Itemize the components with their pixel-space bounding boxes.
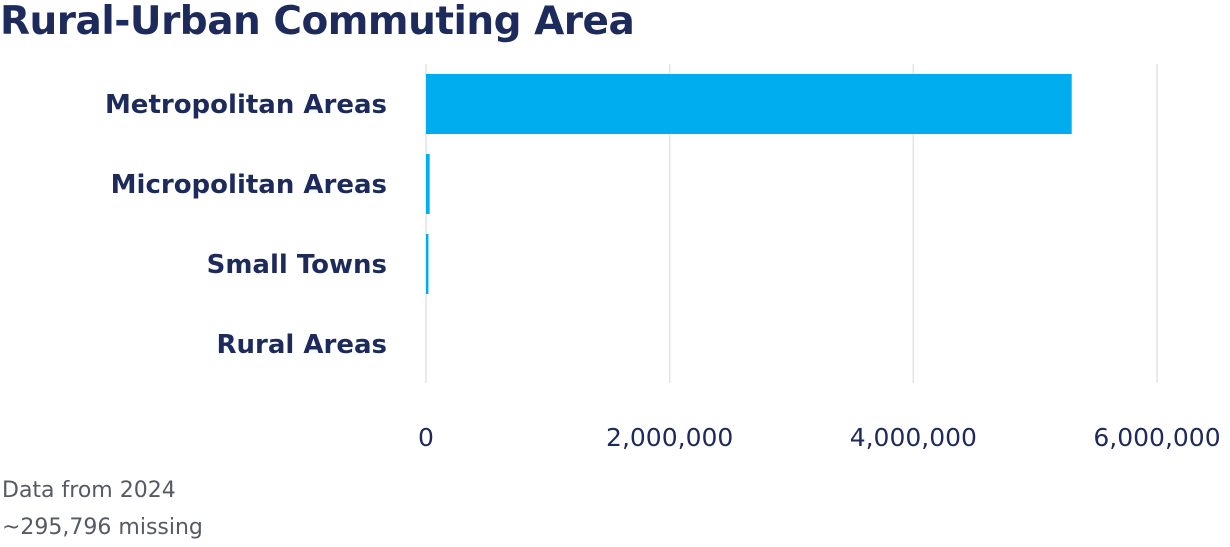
chart-title: Rural-Urban Commuting Area: [0, 0, 635, 44]
x-tick-label: 2,000,000: [606, 423, 733, 452]
x-tick-label: 4,000,000: [850, 423, 977, 452]
category-label: Metropolitan Areas: [105, 90, 387, 120]
data-year-note: Data from 2024: [2, 478, 176, 503]
bar: [426, 154, 430, 214]
missing-count-note: ~295,796 missing: [2, 515, 203, 540]
category-label: Rural Areas: [217, 330, 387, 360]
category-labels: Metropolitan Areas Micropolitan Areas Smal…: [105, 90, 387, 360]
category-label: Micropolitan Areas: [111, 170, 387, 200]
x-tick-label: 6,000,000: [1093, 423, 1220, 452]
x-tick-label: 0: [418, 423, 434, 452]
x-axis-tick-labels: 0 2,000,000 4,000,000 6,000,000: [418, 423, 1221, 452]
bars: [426, 74, 1072, 294]
category-label: Small Towns: [207, 250, 387, 280]
bar: [426, 74, 1072, 134]
bar: [426, 234, 429, 294]
